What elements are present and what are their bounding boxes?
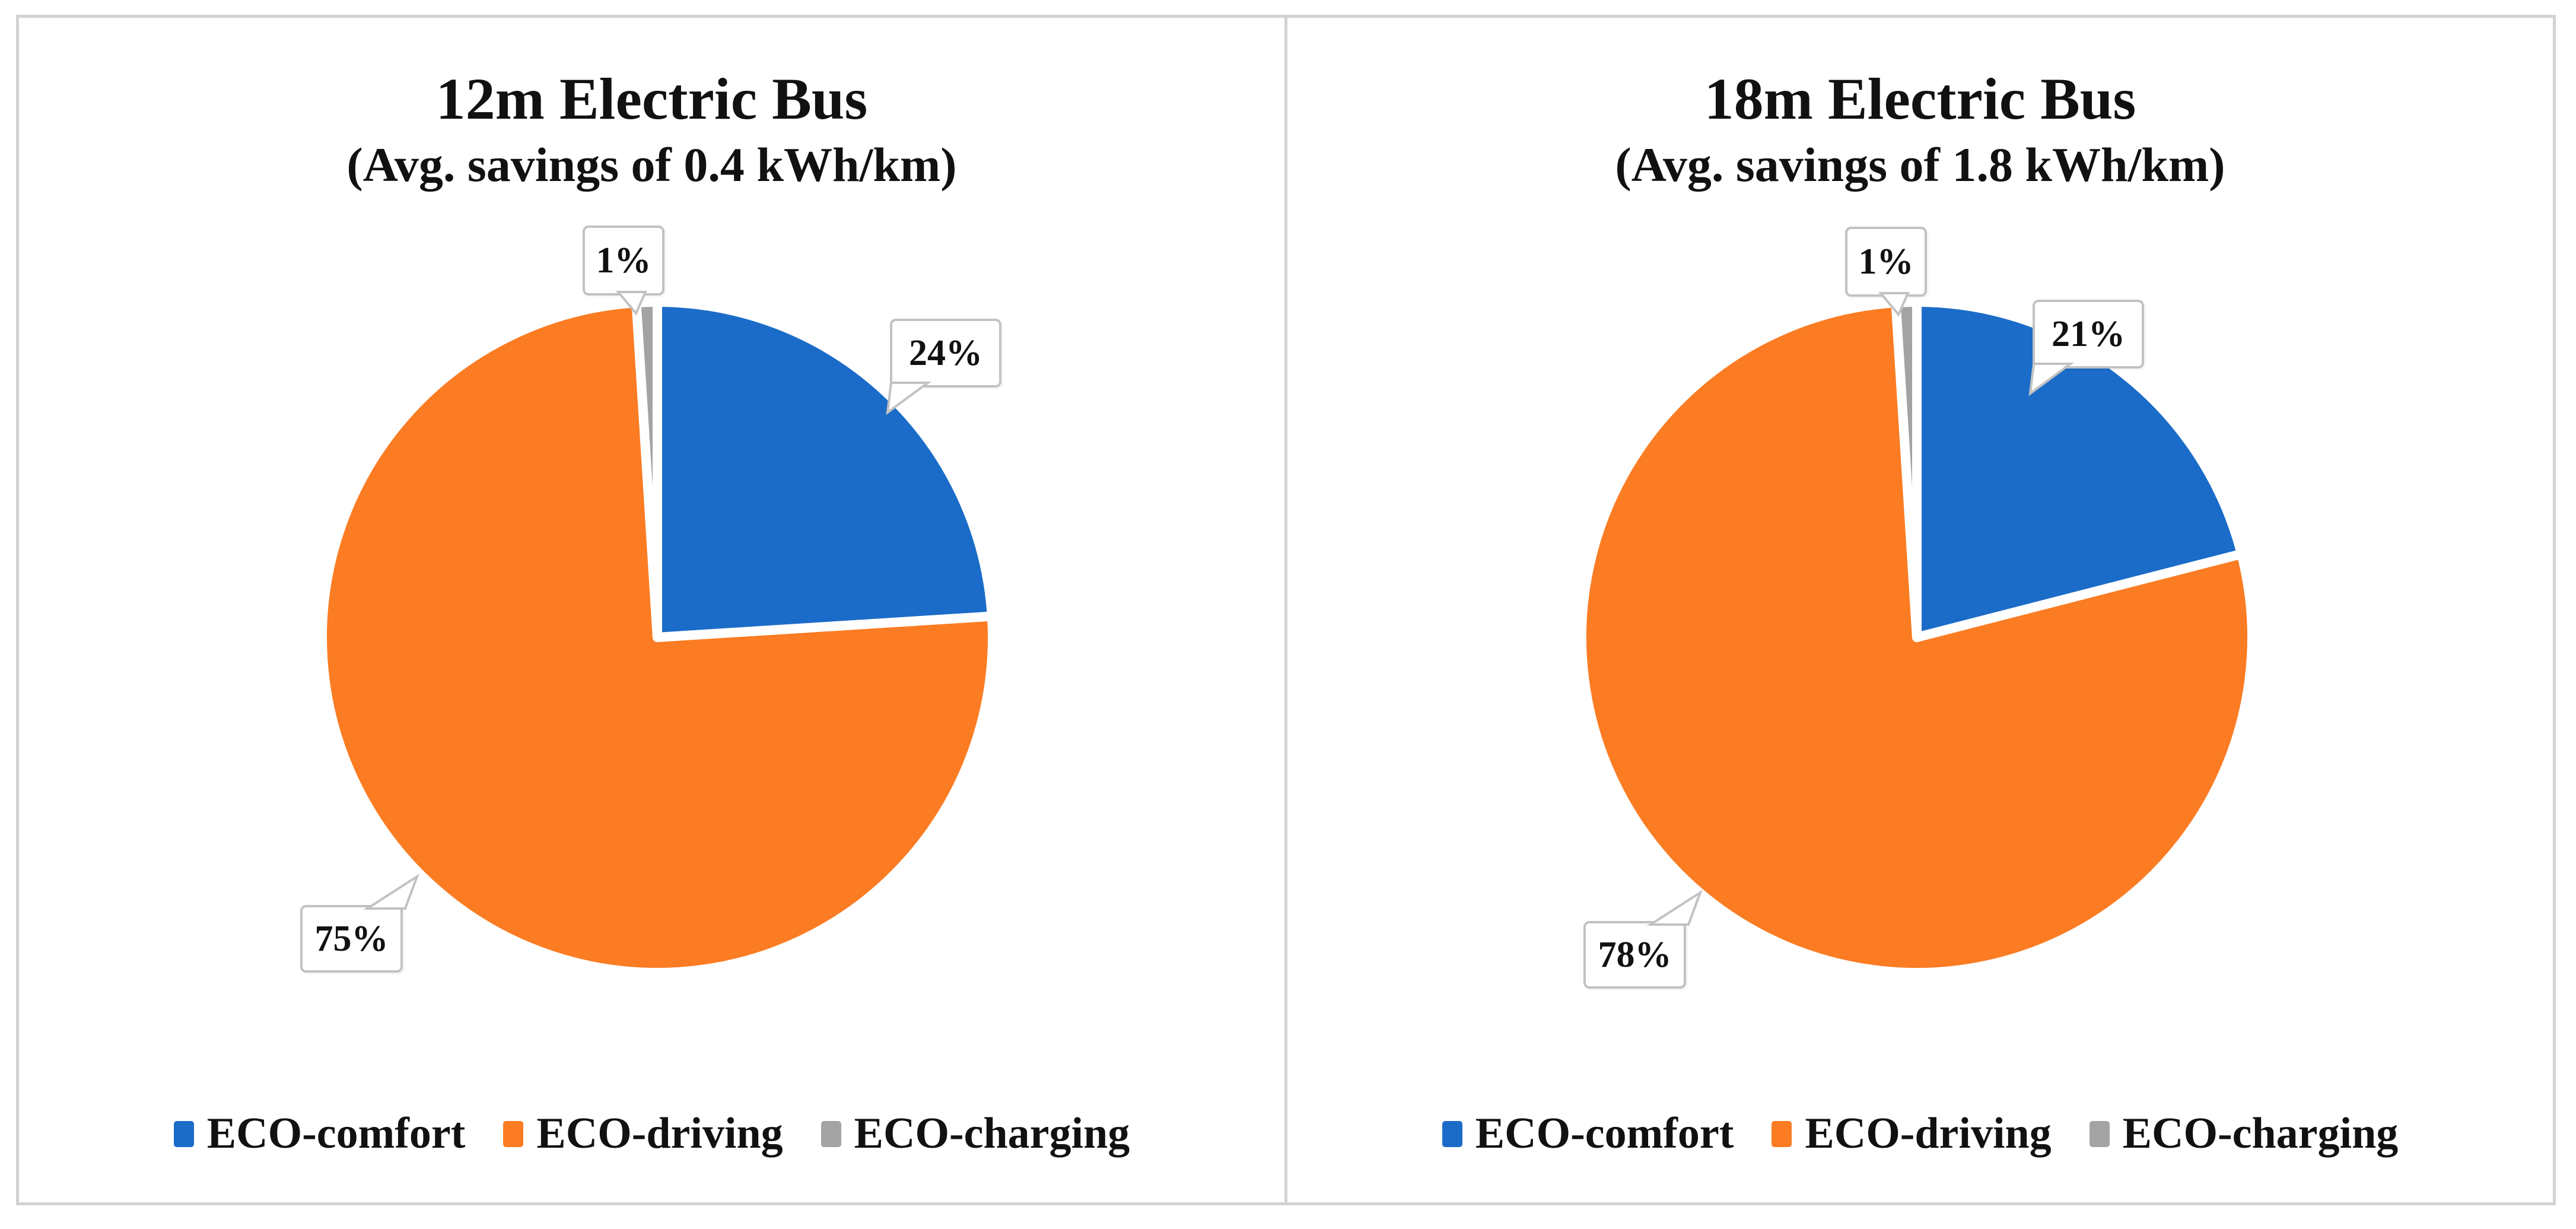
legend-swatch-icon — [2089, 1120, 2110, 1147]
legend-swatch-icon — [503, 1120, 524, 1147]
legend: ECO-comfort ECO-driving ECO-charging — [19, 1109, 1284, 1159]
pie-chart-12m — [317, 297, 998, 977]
callout-pointer — [1878, 292, 1910, 317]
legend-swatch-icon — [1772, 1120, 1792, 1147]
legend-label: ECO-charging — [2122, 1109, 2399, 1158]
callout-pointer — [615, 291, 648, 316]
data-label-callout-eco-comfort: 24% — [886, 319, 1001, 415]
legend-item-eco-comfort: ECO-comfort — [1442, 1109, 1734, 1159]
legend-swatch-icon — [1442, 1120, 1462, 1147]
data-label: 75% — [314, 918, 389, 959]
legend-label: ECO-charging — [854, 1109, 1130, 1158]
data-label-callout-eco-charging: 1% — [1845, 227, 1927, 317]
chart-subtitle: (Avg. savings of 0.4 kWh/km) — [346, 138, 957, 192]
data-label-callout-eco-driving: 75% — [300, 874, 419, 973]
data-label: 24% — [909, 332, 982, 373]
legend-item-eco-driving: ECO-driving — [1772, 1109, 2052, 1159]
data-label: 78% — [1598, 934, 1672, 975]
callout-pointer — [363, 874, 419, 910]
pie-slice-eco-comfort — [1912, 297, 2247, 642]
legend: ECO-comfort ECO-driving ECO-charging — [1287, 1109, 2553, 1159]
legend-swatch-icon — [820, 1120, 841, 1147]
legend-label: ECO-comfort — [1475, 1109, 1734, 1158]
data-label-callout-eco-charging: 1% — [583, 226, 664, 316]
chart-title-block: 18m Electric Bus (Avg. savings of 1.8 kW… — [1287, 64, 2553, 194]
legend-label: ECO-comfort — [206, 1109, 466, 1158]
callout-pointer — [1646, 890, 1703, 926]
legend-label: ECO-driving — [1805, 1109, 2052, 1158]
legend-item-eco-driving: ECO-driving — [503, 1109, 783, 1159]
legend-label: ECO-driving — [536, 1109, 783, 1158]
chart-title-block: 12m Electric Bus (Avg. savings of 0.4 kW… — [19, 64, 1284, 194]
data-label: 1% — [596, 240, 651, 281]
chart-title: 12m Electric Bus — [435, 66, 868, 132]
data-label: 1% — [1858, 241, 1914, 282]
data-label-callout-eco-comfort: 21% — [2028, 300, 2144, 396]
legend-item-eco-charging: ECO-charging — [820, 1109, 1130, 1159]
data-label-callout-eco-driving: 78% — [1583, 890, 1703, 989]
chart-title: 18m Electric Bus — [1704, 66, 2136, 132]
legend-swatch-icon — [173, 1120, 194, 1147]
chart-panel-18m: 18m Electric Bus (Avg. savings of 1.8 kW… — [1287, 18, 2553, 1202]
chart-panel-12m: 12m Electric Bus (Avg. savings of 0.4 kW… — [19, 18, 1287, 1202]
chart-subtitle: (Avg. savings of 1.8 kWh/km) — [1615, 138, 2225, 192]
legend-item-eco-comfort: ECO-comfort — [173, 1109, 466, 1159]
figure-frame: 12m Electric Bus (Avg. savings of 0.4 kW… — [16, 15, 2556, 1205]
data-label: 21% — [2052, 313, 2125, 354]
callout-pointer — [886, 382, 932, 415]
pie-slice-eco-comfort — [653, 297, 997, 642]
pie-chart-18m — [1576, 297, 2257, 977]
callout-pointer — [2028, 363, 2075, 396]
legend-item-eco-charging: ECO-charging — [2089, 1109, 2399, 1159]
